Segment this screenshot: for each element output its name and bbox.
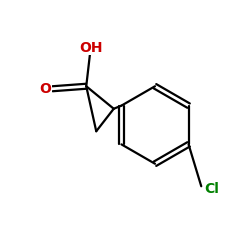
Text: OH: OH (80, 40, 103, 54)
Text: Cl: Cl (204, 182, 219, 196)
Text: O: O (39, 82, 51, 96)
